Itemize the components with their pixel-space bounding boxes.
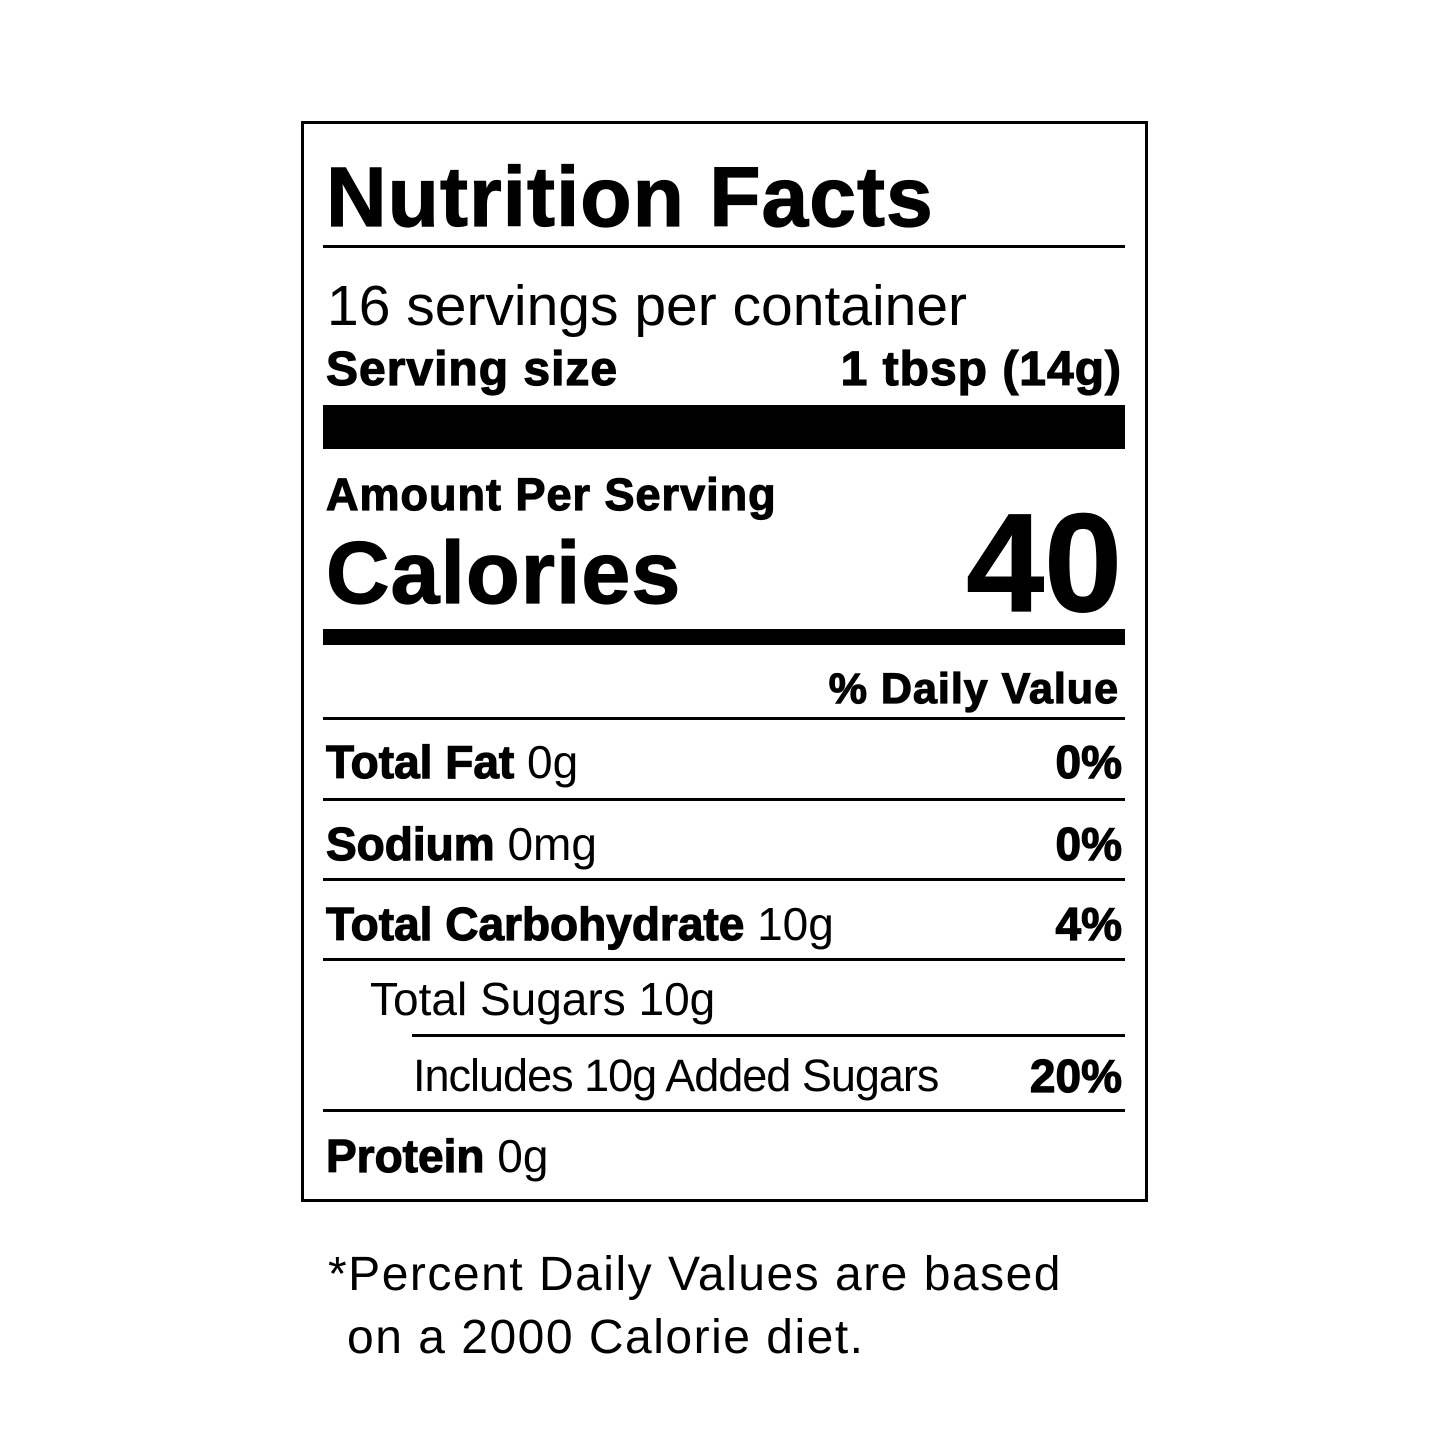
nutrient-dv: 0% [1055,818,1123,870]
divider [323,958,1125,961]
serving-size-label: Serving size [325,343,619,396]
divider [323,1109,1125,1112]
footnote-line-2: on a 2000 Calorie diet. [347,1311,865,1364]
divider [412,1034,1125,1037]
divider [323,717,1125,720]
nutrient-amount: 0g [497,1130,549,1182]
servings-per-container: 16 servings per container [327,274,968,338]
nutrient-name: Total Fat [325,736,515,788]
serving-size-value: 1 tbsp (14g) [840,343,1122,396]
nutrient-row-total-carbohydrate: Total Carbohydrate 10g [325,898,834,950]
nutrient-dv: 20% [1029,1050,1122,1102]
nutrient-amount: 0mg [507,818,597,870]
nutrient-name: Total Carbohydrate [325,898,745,950]
nutrient-amount: 10g [757,898,834,950]
nutrient-name: Total Sugars [370,973,626,1025]
nutrient-name: Sodium [325,818,495,870]
footnote-line-1: *Percent Daily Values are based [328,1248,1062,1301]
daily-value-header: % Daily Value [828,665,1119,713]
nutrition-label-frame [301,121,1148,1202]
nutrient-amount: 0g [527,736,579,788]
divider [323,798,1125,801]
calories-value: 40 [966,484,1123,641]
medium-bar [323,629,1125,645]
nutrient-row-protein: Protein 0g [325,1130,549,1182]
nutrient-row-added-sugars: Includes 10g Added Sugars [413,1050,939,1101]
nutrient-name: Protein [325,1130,485,1182]
divider [323,878,1125,881]
nutrient-row-sodium: Sodium 0mg [325,818,597,870]
calories-label: Calories [325,523,682,622]
thick-bar [323,405,1125,449]
amount-per-serving: Amount Per Serving [325,469,777,520]
nutrient-dv: 4% [1055,898,1123,950]
divider [323,245,1125,248]
nutrient-row-total-sugars: Total Sugars 10g [370,976,715,1022]
nutrient-amount: 10g [638,973,716,1025]
nutrient-row-total-fat: Total Fat 0g [325,736,579,788]
nutrient-dv: 0% [1055,736,1123,788]
label-title: Nutrition Facts [325,150,934,244]
